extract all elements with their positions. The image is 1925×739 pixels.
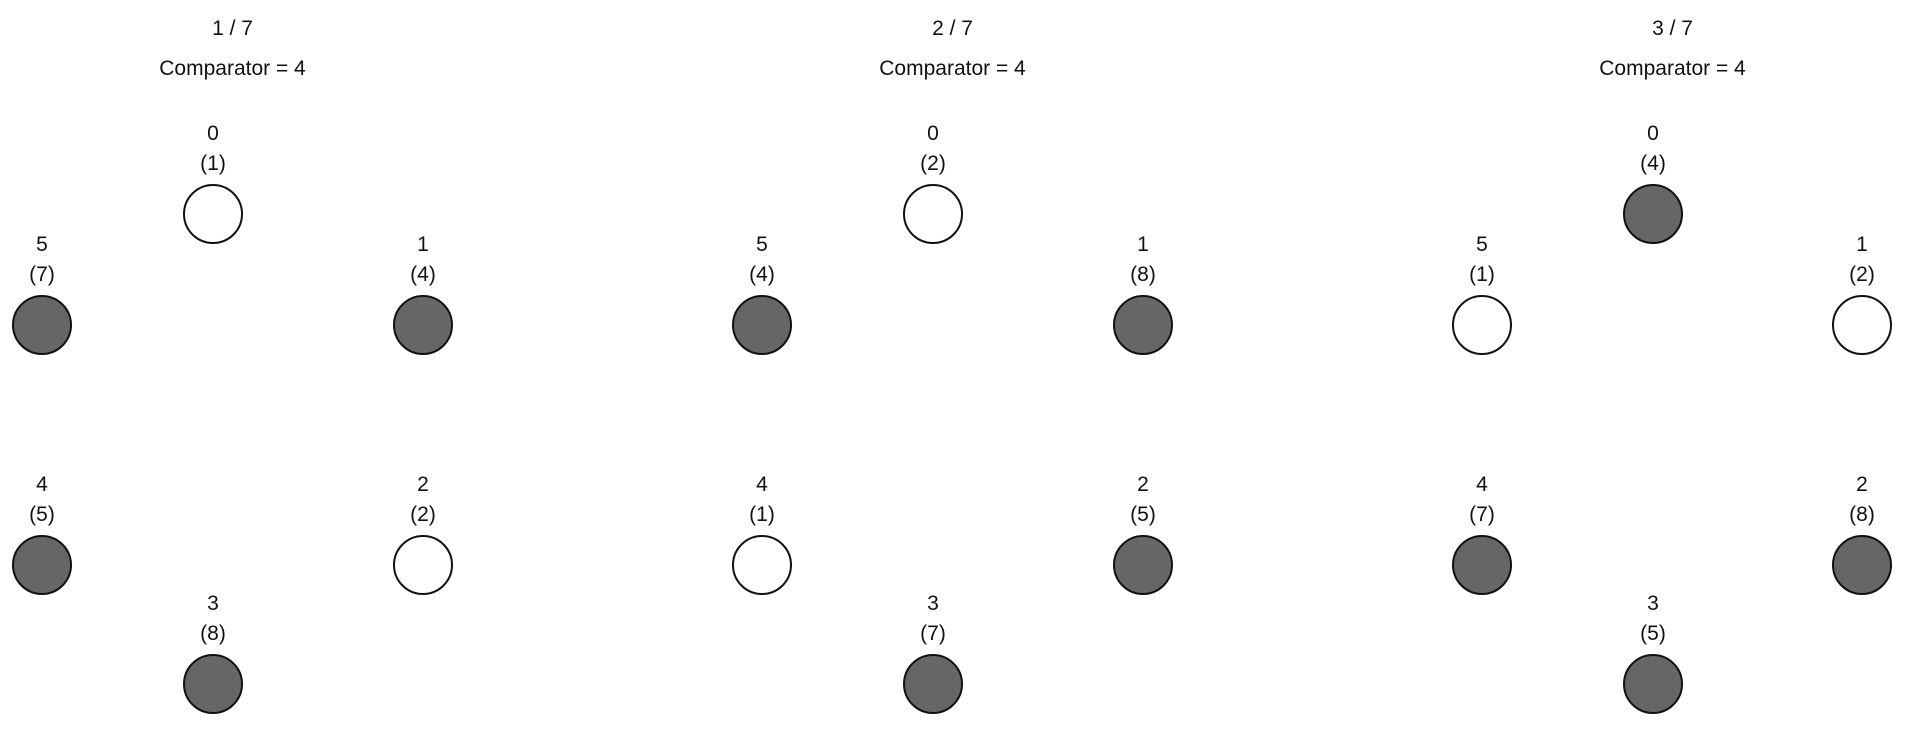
node-index: 3 — [893, 592, 973, 616]
node-5: 5 (1) — [1442, 233, 1522, 369]
node-index: 2 — [1103, 473, 1183, 497]
node-index: 0 — [893, 122, 973, 146]
node-value: (5) — [2, 503, 82, 527]
node-circle — [1452, 295, 1512, 355]
node-circle — [1832, 295, 1892, 355]
node-value: (4) — [722, 263, 802, 287]
node-index: 5 — [1442, 233, 1522, 257]
node-circle — [12, 535, 72, 595]
comparator-label: Comparator = 4 — [1442, 57, 1903, 81]
node-index: 0 — [1613, 122, 1693, 146]
node-value: (1) — [1442, 263, 1522, 287]
step-panel-1: 1 / 7 Comparator = 4 0 (1) 1 (4) 2 (2) 3… — [2, 0, 463, 739]
node-circle — [1623, 184, 1683, 244]
node-4: 4 (5) — [2, 473, 82, 609]
node-0: 0 (2) — [893, 122, 973, 258]
node-index: 3 — [173, 592, 253, 616]
node-index: 5 — [2, 233, 82, 257]
step-counter: 2 / 7 — [722, 17, 1183, 41]
node-4: 4 (1) — [722, 473, 802, 609]
node-3: 3 (7) — [893, 592, 973, 728]
node-value: (8) — [1822, 503, 1902, 527]
comparator-label: Comparator = 4 — [722, 57, 1183, 81]
step-panel-3: 3 / 7 Comparator = 4 0 (4) 1 (2) 2 (8) 3… — [1442, 0, 1903, 739]
node-circle — [1113, 295, 1173, 355]
node-value: (2) — [383, 503, 463, 527]
node-value: (4) — [1613, 152, 1693, 176]
node-circle — [732, 535, 792, 595]
node-value: (8) — [1103, 263, 1183, 287]
node-circle — [1113, 535, 1173, 595]
node-1: 1 (4) — [383, 233, 463, 369]
node-value: (1) — [722, 503, 802, 527]
node-value: (5) — [1613, 622, 1693, 646]
node-0: 0 (1) — [173, 122, 253, 258]
comparator-label: Comparator = 4 — [2, 57, 463, 81]
node-index: 4 — [722, 473, 802, 497]
step-panel-2: 2 / 7 Comparator = 4 0 (2) 1 (8) 2 (5) 3… — [722, 0, 1183, 739]
node-2: 2 (8) — [1822, 473, 1902, 609]
node-circle — [732, 295, 792, 355]
node-circle — [903, 654, 963, 714]
node-value: (7) — [2, 263, 82, 287]
node-value: (7) — [893, 622, 973, 646]
node-circle — [183, 184, 243, 244]
node-value: (2) — [1822, 263, 1902, 287]
node-index: 0 — [173, 122, 253, 146]
node-1: 1 (8) — [1103, 233, 1183, 369]
node-value: (8) — [173, 622, 253, 646]
node-3: 3 (5) — [1613, 592, 1693, 728]
node-circle — [12, 295, 72, 355]
node-circle — [393, 295, 453, 355]
node-circle — [1832, 535, 1892, 595]
node-index: 1 — [1822, 233, 1902, 257]
step-counter: 1 / 7 — [2, 17, 463, 41]
node-index: 5 — [722, 233, 802, 257]
node-circle — [903, 184, 963, 244]
node-index: 1 — [1103, 233, 1183, 257]
node-1: 1 (2) — [1822, 233, 1902, 369]
step-counter: 3 / 7 — [1442, 17, 1903, 41]
node-5: 5 (7) — [2, 233, 82, 369]
node-index: 2 — [383, 473, 463, 497]
node-3: 3 (8) — [173, 592, 253, 728]
node-value: (2) — [893, 152, 973, 176]
node-4: 4 (7) — [1442, 473, 1522, 609]
node-5: 5 (4) — [722, 233, 802, 369]
node-value: (5) — [1103, 503, 1183, 527]
node-circle — [393, 535, 453, 595]
node-index: 3 — [1613, 592, 1693, 616]
node-circle — [183, 654, 243, 714]
node-circle — [1452, 535, 1512, 595]
node-index: 4 — [2, 473, 82, 497]
node-index: 4 — [1442, 473, 1522, 497]
node-0: 0 (4) — [1613, 122, 1693, 258]
node-value: (4) — [383, 263, 463, 287]
node-index: 2 — [1822, 473, 1902, 497]
node-2: 2 (5) — [1103, 473, 1183, 609]
node-value: (7) — [1442, 503, 1522, 527]
node-2: 2 (2) — [383, 473, 463, 609]
node-index: 1 — [383, 233, 463, 257]
node-value: (1) — [173, 152, 253, 176]
node-circle — [1623, 654, 1683, 714]
